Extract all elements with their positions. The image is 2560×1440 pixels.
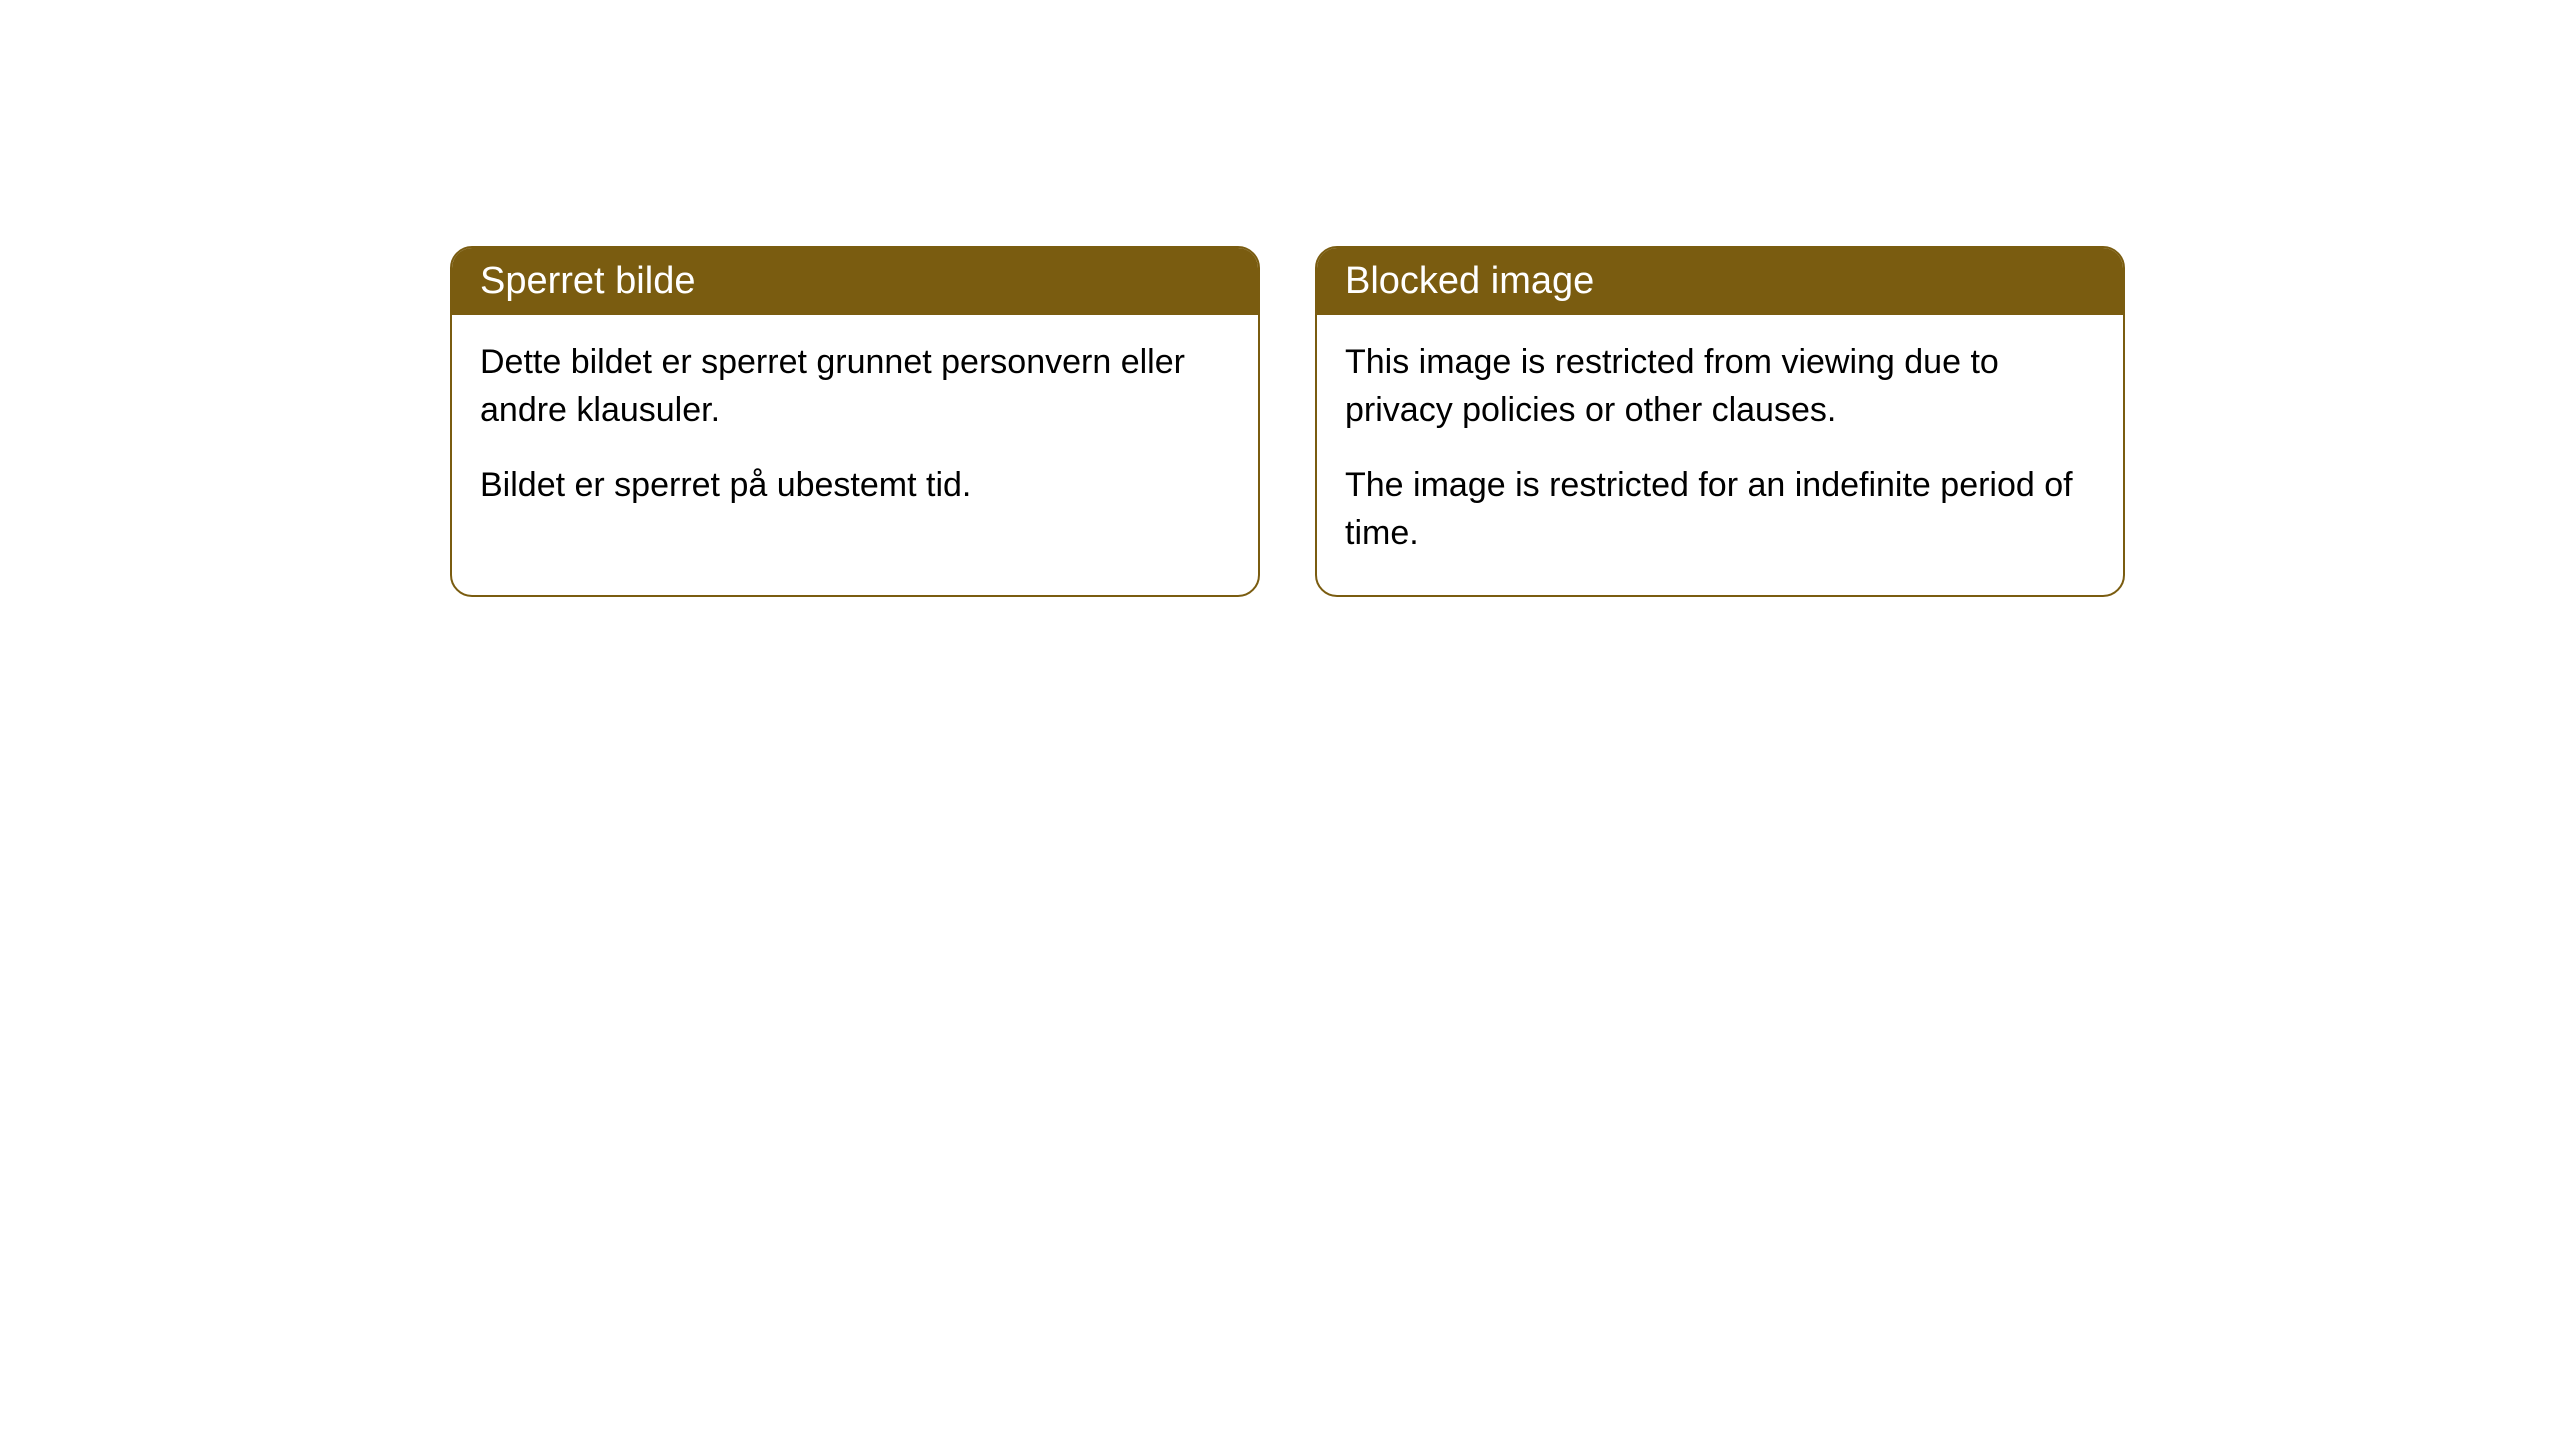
card-body-english: This image is restricted from viewing du…	[1317, 315, 2123, 595]
card-paragraph-1: This image is restricted from viewing du…	[1345, 339, 2095, 434]
notice-cards-container: Sperret bilde Dette bildet er sperret gr…	[0, 0, 2560, 597]
card-header-norwegian: Sperret bilde	[452, 248, 1258, 315]
card-paragraph-2: Bildet er sperret på ubestemt tid.	[480, 462, 1230, 510]
blocked-image-card-norwegian: Sperret bilde Dette bildet er sperret gr…	[450, 246, 1260, 597]
card-title: Sperret bilde	[480, 260, 695, 302]
card-body-norwegian: Dette bildet er sperret grunnet personve…	[452, 315, 1258, 548]
blocked-image-card-english: Blocked image This image is restricted f…	[1315, 246, 2125, 597]
card-paragraph-1: Dette bildet er sperret grunnet personve…	[480, 339, 1230, 434]
card-paragraph-2: The image is restricted for an indefinit…	[1345, 462, 2095, 557]
card-title: Blocked image	[1345, 260, 1594, 302]
card-header-english: Blocked image	[1317, 248, 2123, 315]
